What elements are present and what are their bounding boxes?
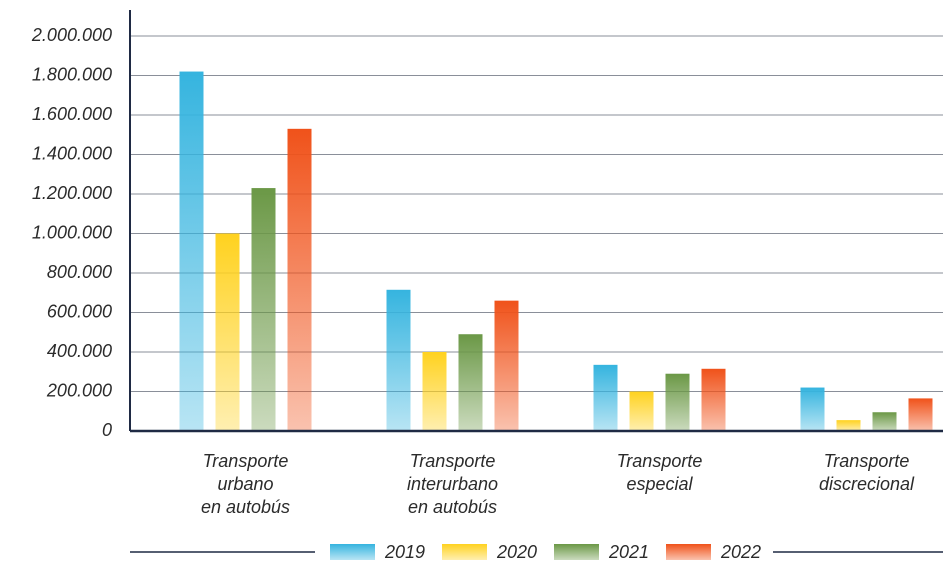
bar: [872, 412, 897, 431]
bar: [908, 398, 933, 431]
y-tick-label: 800.000: [47, 262, 112, 282]
legend-label: 2020: [496, 542, 537, 562]
y-tick-label: 1.400.000: [32, 143, 112, 163]
x-tick-label: especial: [626, 474, 693, 494]
bar: [251, 188, 276, 431]
bar: [494, 300, 519, 431]
y-tick-label: 1.600.000: [32, 104, 112, 124]
legend-swatch: [666, 544, 711, 560]
y-tick-label: 1.800.000: [32, 64, 112, 84]
bar: [701, 368, 726, 431]
y-tick-label: 400.000: [47, 341, 112, 361]
bar: [386, 289, 411, 431]
legend-label: 2019: [384, 542, 425, 562]
legend-swatch: [442, 544, 487, 560]
bar: [458, 334, 483, 431]
x-tick-label: en autobús: [201, 497, 290, 517]
y-tick-label: 0: [102, 420, 112, 440]
legend-label: 2021: [608, 542, 649, 562]
bar: [422, 352, 447, 431]
bar: [629, 391, 654, 431]
x-tick-label: Transporte: [617, 451, 703, 471]
x-tick-label: Transporte: [203, 451, 289, 471]
x-tick-label: en autobús: [408, 497, 497, 517]
x-tick-label: Transporte: [824, 451, 910, 471]
bar: [593, 364, 618, 431]
y-tick-label: 1.200.000: [32, 183, 112, 203]
x-tick-label: interurbano: [407, 474, 498, 494]
y-tick-label: 200.000: [46, 380, 112, 400]
legend-swatch: [554, 544, 599, 560]
bar: [665, 373, 690, 431]
bar: [836, 420, 861, 431]
legend-label: 2022: [720, 542, 761, 562]
legend-swatch: [330, 544, 375, 560]
x-tick-label: urbano: [217, 474, 273, 494]
bar: [287, 128, 312, 431]
bar: [179, 71, 204, 432]
y-tick-label: 1.000.000: [32, 222, 112, 242]
x-tick-label: Transporte: [410, 451, 496, 471]
x-tick-label: discrecional: [819, 474, 915, 494]
y-tick-label: 600.000: [47, 301, 112, 321]
bar: [215, 233, 240, 431]
y-tick-label: 2.000.000: [31, 25, 112, 45]
bar: [800, 387, 825, 431]
